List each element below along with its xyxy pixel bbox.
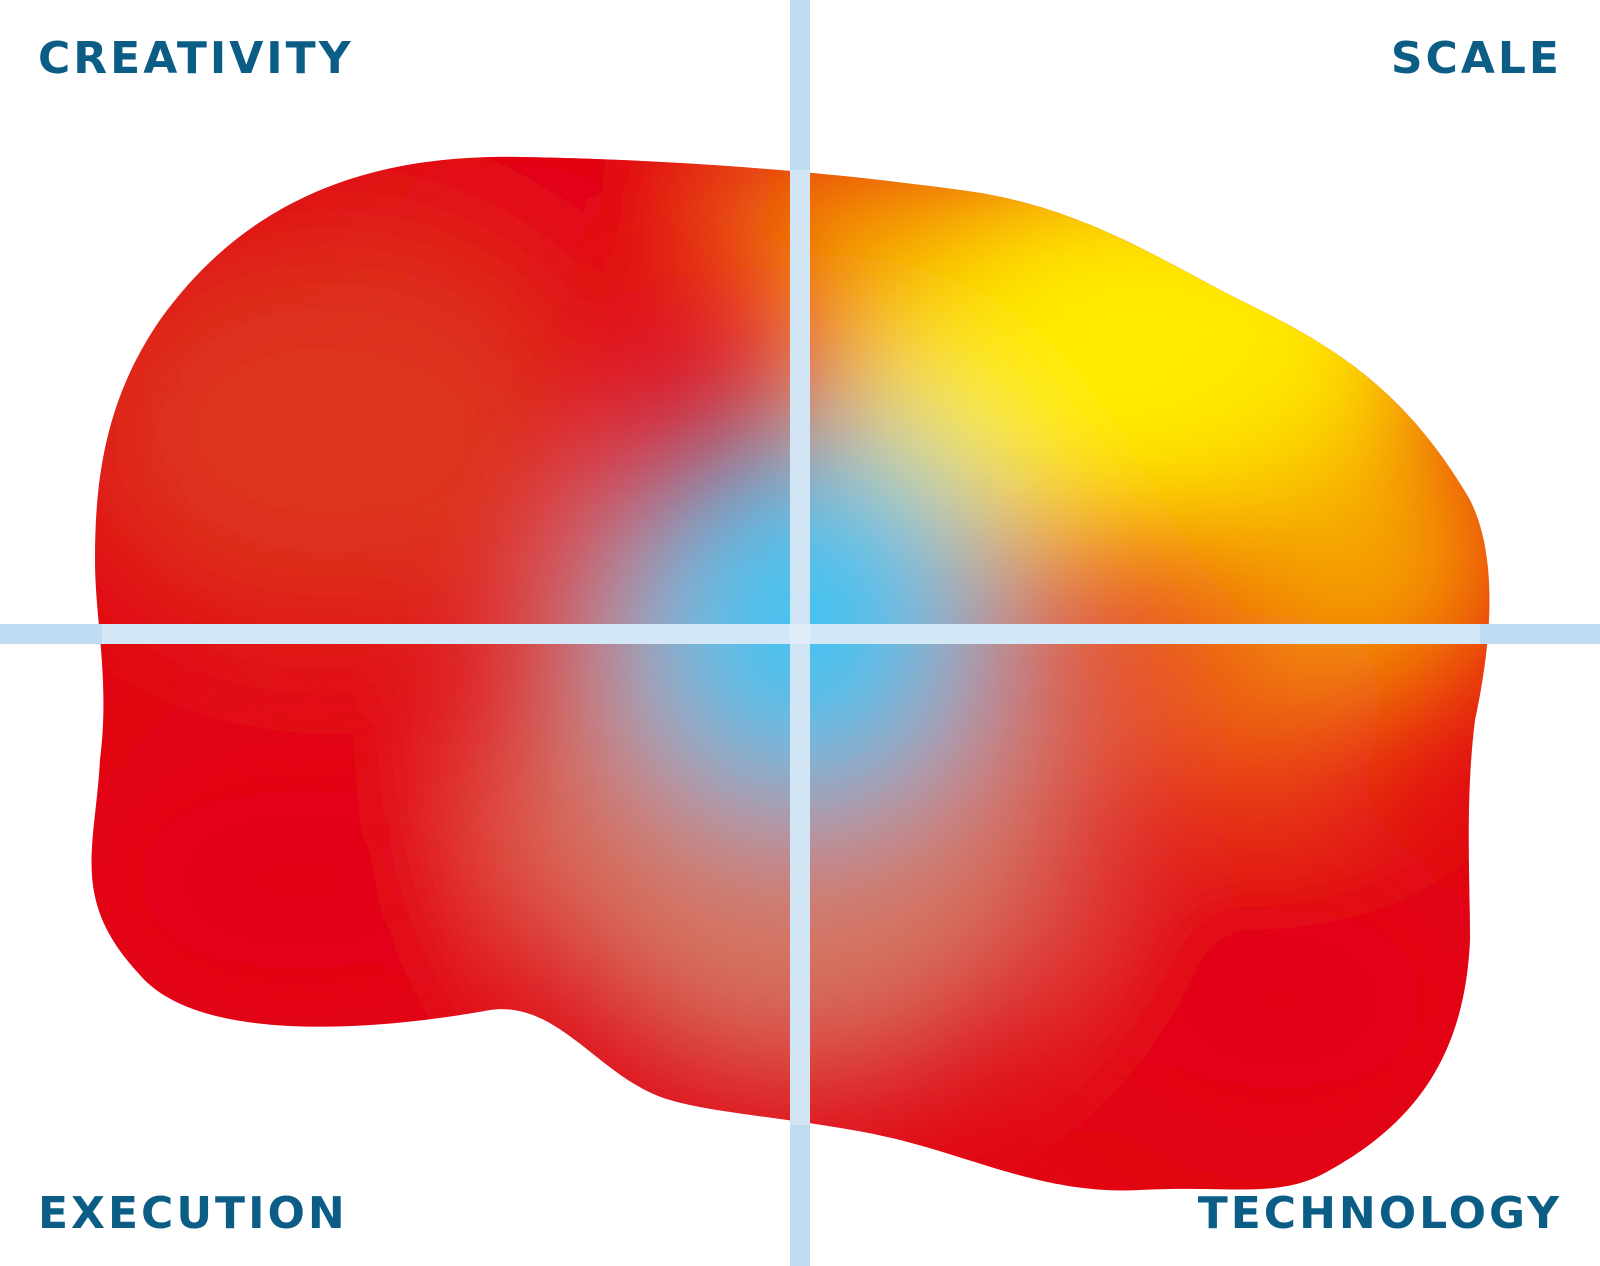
horizontal-axis — [0, 624, 1600, 644]
blob-left-red-orange — [91, 230, 590, 630]
blob-orange-lower-right — [1100, 610, 1400, 790]
label-execution: EXECUTION — [38, 1188, 348, 1239]
label-technology: TECHNOLOGY — [1198, 1188, 1562, 1239]
label-scale: SCALE — [1391, 33, 1562, 84]
horizontal-axis-overlay — [102, 624, 1480, 644]
blob-top-red — [360, 156, 760, 270]
blob-bottom-left-red — [91, 740, 520, 1020]
label-creativity: CREATIVITY — [38, 33, 354, 84]
blob-orange-top — [740, 156, 980, 320]
blob-bottom-right-red — [1080, 860, 1480, 1140]
vertical-axis-overlay — [790, 170, 810, 1125]
